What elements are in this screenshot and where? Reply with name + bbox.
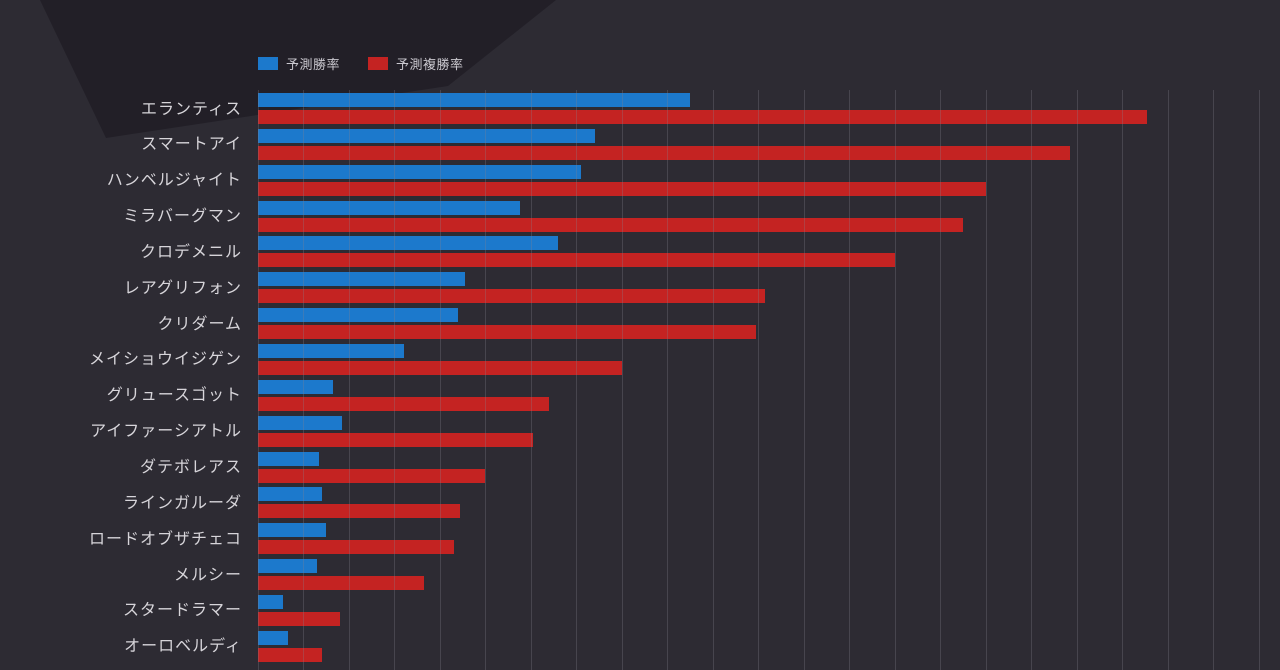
category-label: ラインガルーダ — [122, 492, 242, 512]
category-label: メイショウイジゲン — [88, 349, 242, 369]
bar-win-rate — [258, 379, 334, 394]
bar-win-rate — [258, 343, 404, 358]
gridline — [803, 90, 805, 670]
bar-win-rate — [258, 415, 343, 430]
gridline — [576, 90, 578, 670]
bar-place-rate — [258, 217, 963, 232]
gridline — [849, 90, 851, 670]
bar-win-rate — [258, 451, 320, 466]
category-label: ロードオブザチェコ — [88, 528, 242, 548]
gridline — [985, 90, 987, 670]
gridline — [394, 90, 396, 670]
gridline — [1213, 90, 1215, 670]
gridline — [348, 90, 350, 670]
bar-win-rate — [258, 559, 318, 574]
bar-win-rate — [258, 594, 284, 609]
gridline — [621, 90, 623, 670]
bar-place-rate — [258, 360, 622, 375]
category-label: スタードラマー — [122, 600, 242, 620]
gridline — [758, 90, 760, 670]
bar-place-rate — [258, 181, 986, 196]
category-label: アイファーシアトル — [90, 421, 242, 441]
category-label: グリュースゴット — [106, 385, 242, 405]
bar-win-rate — [258, 487, 322, 502]
bar-place-rate — [258, 396, 550, 411]
gridline — [439, 90, 441, 670]
legend-label-place-rate: 予測複勝率 — [396, 58, 464, 73]
gridline — [530, 90, 532, 670]
gridline — [258, 90, 259, 670]
gridline — [485, 90, 487, 670]
bar-win-rate — [258, 128, 595, 143]
bar-win-rate — [258, 200, 520, 215]
gridline — [1031, 90, 1033, 670]
bar-win-rate — [258, 236, 559, 251]
bar-win-rate — [258, 164, 581, 179]
category-label: オーロベルディ — [124, 636, 242, 656]
bar-place-rate — [258, 110, 1148, 124]
bar-place-rate — [258, 504, 461, 519]
legend-swatch-place-rate — [368, 57, 389, 70]
category-label: スマートアイ — [141, 134, 242, 154]
gridline — [1258, 90, 1260, 670]
bar-place-rate — [258, 468, 486, 483]
bar-win-rate — [258, 630, 288, 645]
gridline — [1167, 90, 1169, 670]
legend-item-win-rate: 予測勝率 — [258, 54, 340, 73]
legend-swatch-win-rate — [258, 57, 278, 70]
gridline — [1076, 90, 1078, 670]
bar-place-rate — [258, 540, 454, 555]
gridline — [712, 90, 714, 670]
gridline — [894, 90, 896, 670]
category-label: クリダーム — [157, 313, 242, 333]
bar-place-rate — [258, 145, 1070, 160]
legend-item-place-rate: 予測複勝率 — [368, 54, 464, 73]
bar-win-rate — [258, 272, 465, 287]
bar-place-rate — [258, 611, 340, 626]
bar-place-rate — [258, 432, 534, 447]
chart-legend: 予測勝率 予測複勝率 — [258, 54, 464, 73]
bar-win-rate — [258, 93, 691, 107]
category-label: メルシー — [173, 564, 242, 584]
category-label: エランティス — [140, 98, 242, 118]
bar-place-rate — [258, 576, 424, 591]
gridline — [1122, 90, 1124, 670]
bar-place-rate — [258, 289, 766, 304]
gridline — [303, 90, 305, 670]
bar-win-rate — [258, 523, 327, 538]
y-axis-labels: エランティス スマートアイハンベルジャイトミラバーグマンクロデメニルレアグリフォン… — [0, 90, 250, 670]
gridline — [667, 90, 669, 670]
category-label: ダテボレアス — [139, 457, 242, 476]
category-label: ミラバーグマン — [123, 206, 242, 226]
category-label: ハンベルジャイト — [106, 170, 242, 190]
legend-label-win-rate: 予測勝率 — [286, 58, 341, 73]
bar-place-rate — [258, 647, 322, 662]
category-label: クロデメニル — [139, 241, 242, 261]
bar-place-rate — [258, 325, 757, 340]
gridline — [940, 90, 942, 670]
bar-chart-plot — [258, 90, 1270, 670]
bar-win-rate — [258, 308, 459, 323]
bar-place-rate — [258, 253, 895, 268]
category-label: レアグリフォン — [123, 277, 242, 297]
